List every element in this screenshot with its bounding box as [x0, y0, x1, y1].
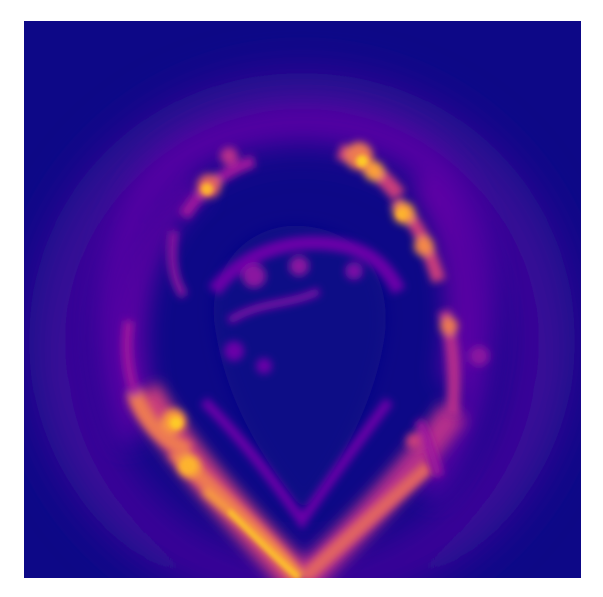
- right-arc: [389, 195, 489, 478]
- upper-ring: [167, 142, 406, 299]
- heatmap-image: [24, 21, 581, 578]
- inner-texture: [208, 236, 406, 374]
- inner-v-edge: [200, 397, 394, 530]
- inner-core: [213, 225, 386, 511]
- peak-highlights: [170, 155, 407, 578]
- heatmap-svg: [24, 21, 581, 578]
